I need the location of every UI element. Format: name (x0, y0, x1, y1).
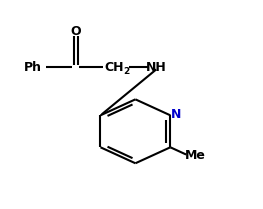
Text: 2: 2 (124, 67, 130, 76)
Text: Ph: Ph (24, 61, 42, 74)
Text: O: O (70, 25, 81, 38)
Text: NH: NH (146, 61, 166, 74)
Text: Me: Me (185, 149, 206, 162)
Text: N: N (171, 108, 181, 121)
Text: CH: CH (105, 61, 124, 74)
